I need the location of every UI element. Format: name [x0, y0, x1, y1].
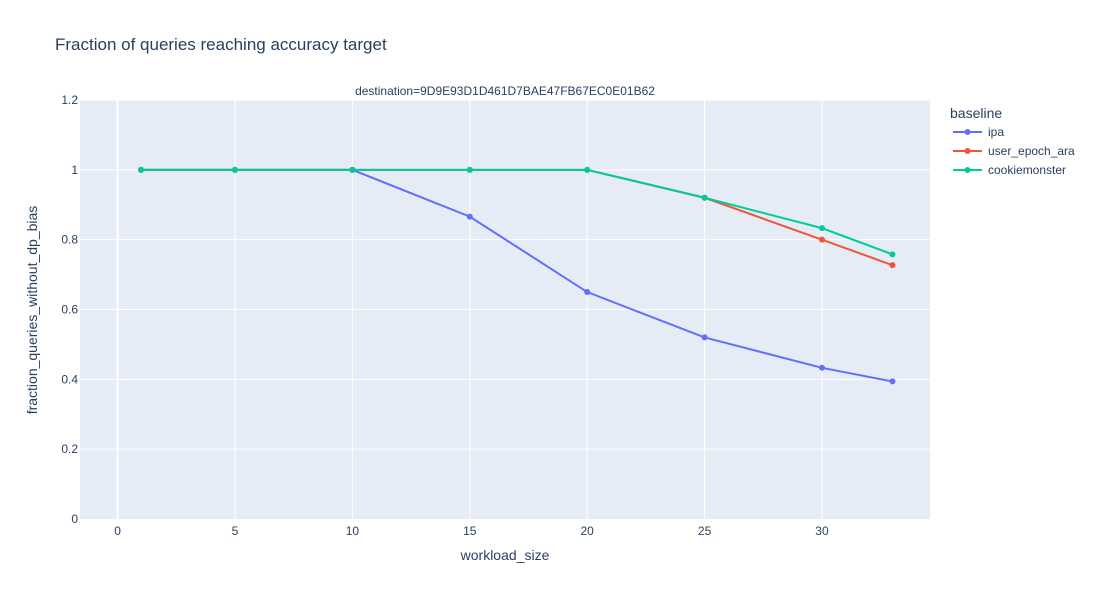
y-tick-label: 0.6 — [61, 303, 78, 317]
series-line-cookiemonster — [141, 168, 893, 256]
x-tick-label: 0 — [114, 524, 121, 538]
legend-label: cookiemonster — [988, 163, 1066, 177]
data-point-ipa — [818, 364, 825, 371]
y-tick-label: 0.8 — [61, 233, 78, 247]
data-point-cookiemonster — [818, 225, 825, 232]
data-point-cookiemonster — [584, 166, 591, 173]
data-point-user-epoch-ara — [889, 262, 896, 269]
x-tick-label: 15 — [463, 524, 477, 538]
data-point-cookiemonster — [466, 166, 473, 173]
legend: baseline ipa user_epoch_ara cookiemonster — [950, 105, 1075, 177]
x-tick-label: 5 — [232, 524, 239, 538]
x-tick-label: 10 — [346, 524, 360, 538]
legend-title: baseline — [950, 105, 1002, 121]
legend-marker-swatch — [964, 148, 971, 154]
data-point-cookiemonster — [349, 166, 356, 173]
legend-item-cookiemonster[interactable]: cookiemonster — [953, 163, 1066, 177]
data-point-cookiemonster — [701, 194, 708, 201]
legend-marker-swatch — [964, 167, 971, 173]
x-axis-title: workload_size — [460, 547, 550, 563]
data-point-ipa — [701, 334, 708, 341]
y-tick-label: 1 — [71, 163, 78, 177]
x-tick-label: 25 — [698, 524, 712, 538]
data-point-ipa — [584, 289, 591, 296]
data-point-cookiemonster — [138, 166, 145, 173]
x-tick-label: 20 — [581, 524, 595, 538]
data-point-cookiemonster — [889, 251, 896, 258]
y-axis-title: fraction_queries_without_dp_bias — [24, 206, 40, 415]
series-cookiemonster — [138, 166, 896, 258]
legend-label: user_epoch_ara — [988, 144, 1075, 158]
series-layer — [138, 166, 896, 385]
y-tick-label: 0 — [71, 512, 78, 526]
data-point-cookiemonster — [231, 166, 238, 173]
data-point-ipa — [466, 213, 473, 220]
legend-item-ipa[interactable]: ipa — [953, 125, 1004, 139]
chart-title: Fraction of queries reaching accuracy ta… — [55, 35, 387, 54]
tick-labels: 0 5 10 15 20 25 30 0 0.2 0.4 0.6 0.8 1 1.2 — [61, 93, 829, 538]
y-tick-label: 0.2 — [61, 442, 78, 456]
data-point-user-epoch-ara — [818, 236, 825, 243]
facet-label: destination=9D9E93D1D461D7BAE47FB67EC0E0… — [355, 84, 655, 98]
y-tick-label: 1.2 — [61, 93, 78, 107]
legend-marker-swatch — [964, 129, 971, 135]
y-tick-label: 0.4 — [61, 372, 78, 386]
data-point-ipa — [889, 378, 896, 385]
legend-label: ipa — [988, 125, 1004, 139]
x-tick-label: 30 — [815, 524, 829, 538]
legend-item-user-epoch-ara[interactable]: user_epoch_ara — [953, 144, 1075, 158]
